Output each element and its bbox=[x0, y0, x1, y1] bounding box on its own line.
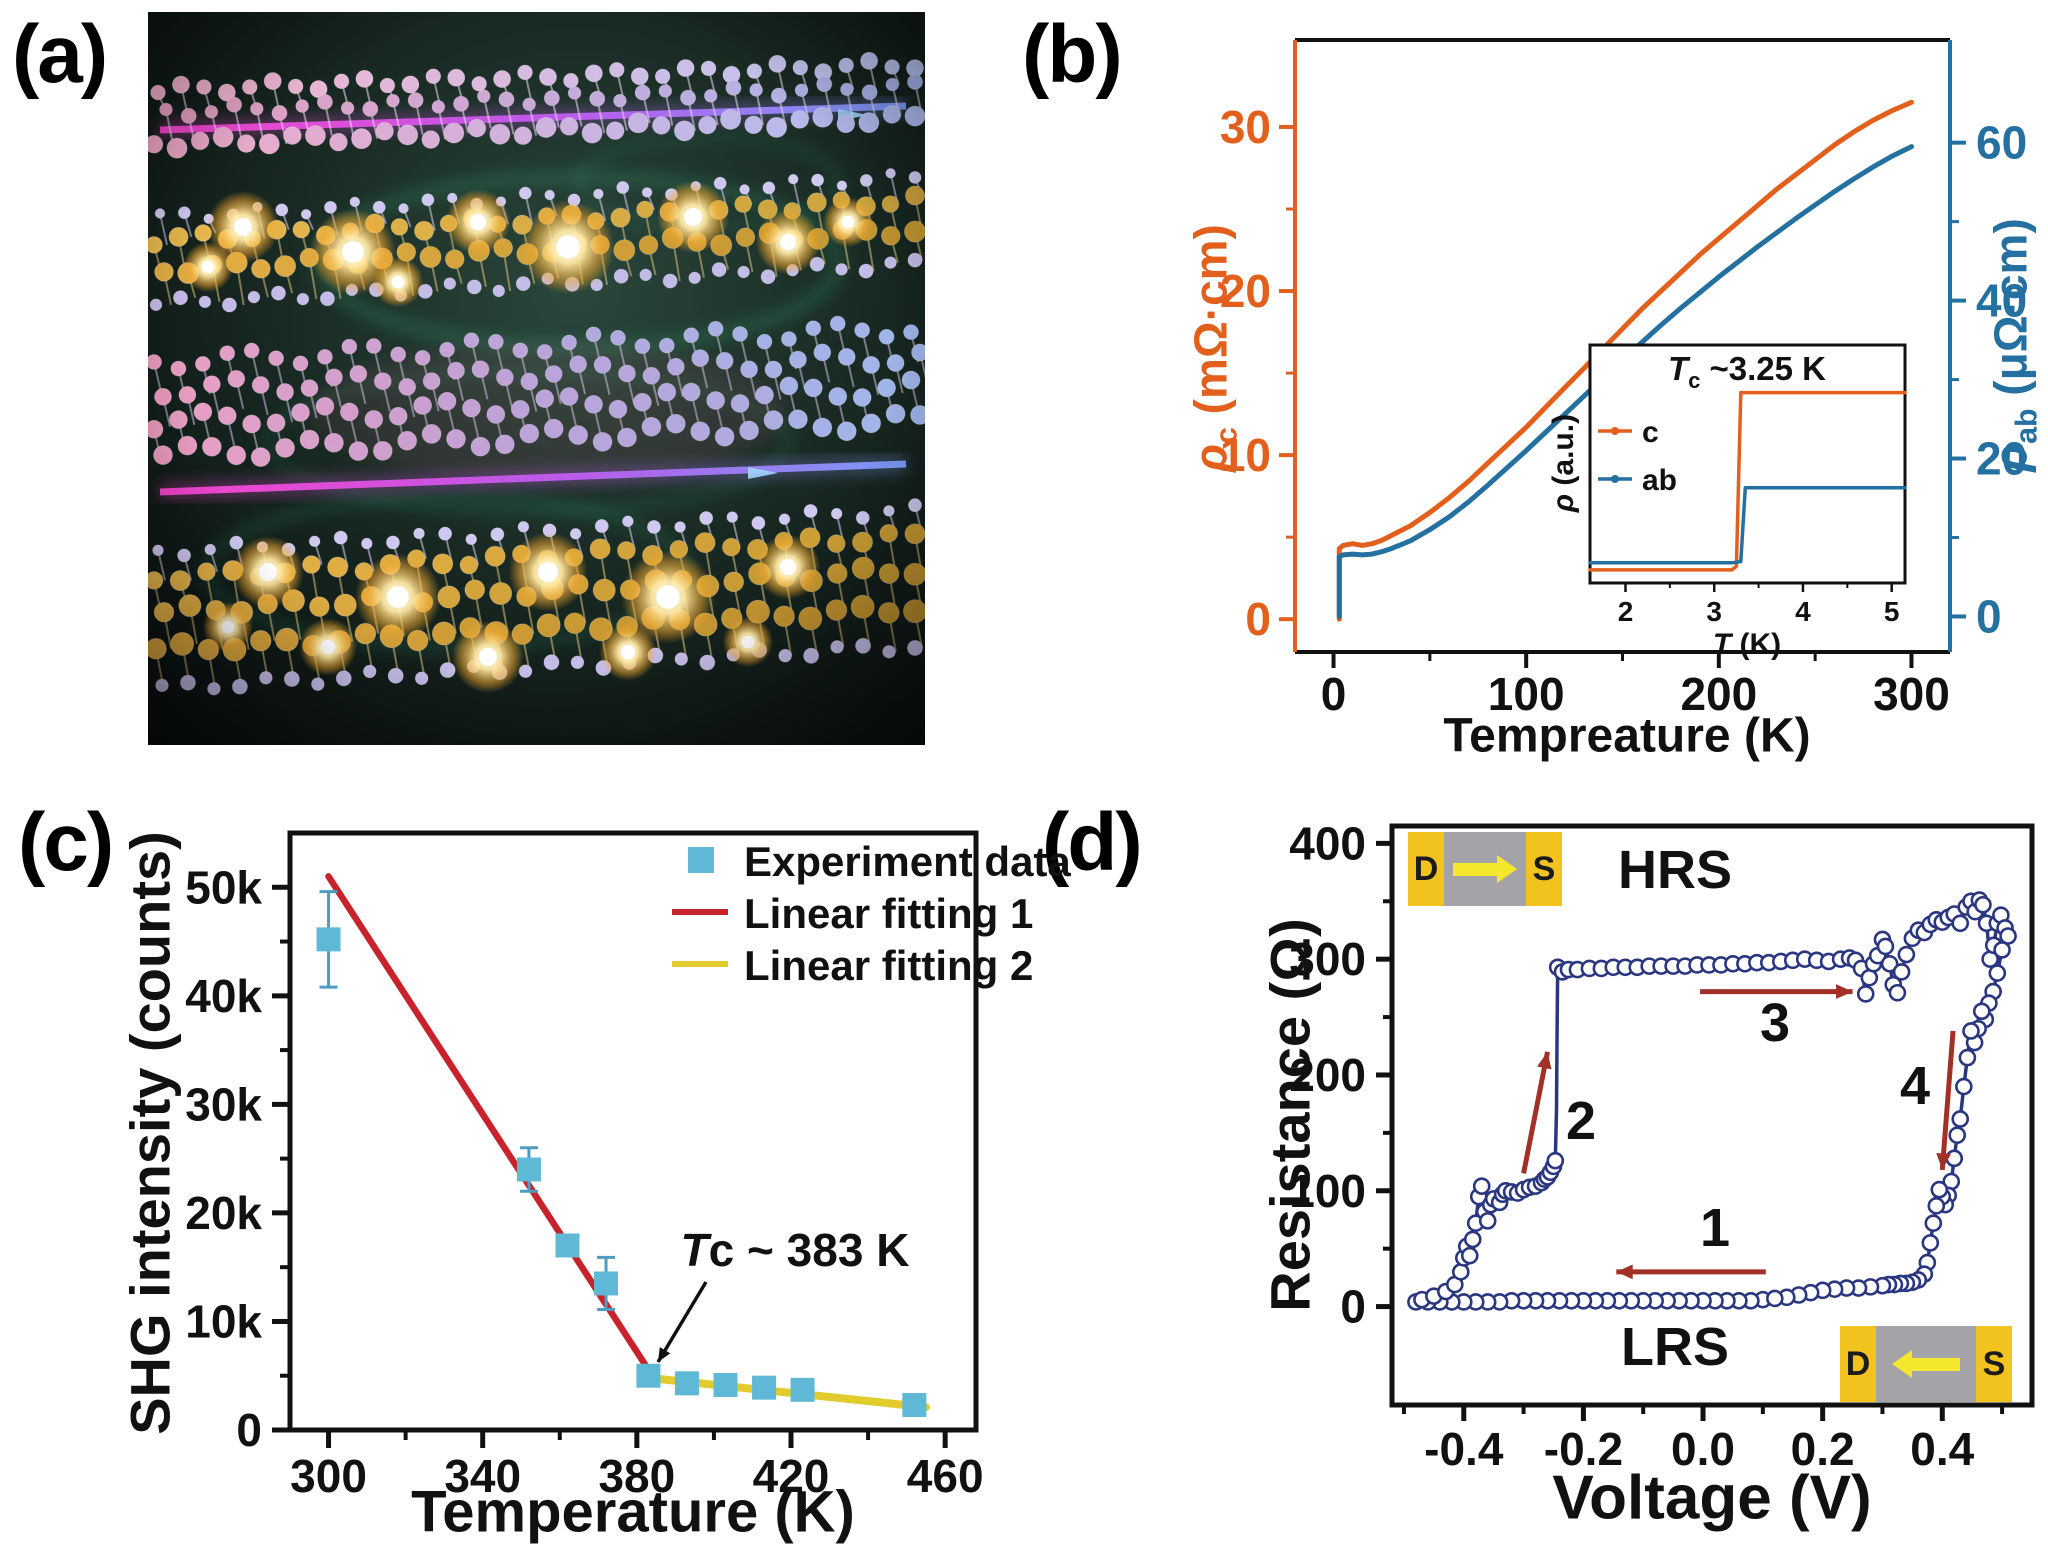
voltage-axis-title: Voltage (V) bbox=[1552, 1463, 1872, 1533]
svg-text:200: 200 bbox=[1680, 668, 1757, 720]
source-electrode: S bbox=[1526, 832, 1562, 906]
lrs-label: LRS bbox=[1621, 1317, 1729, 1377]
svg-text:300: 300 bbox=[1873, 668, 1950, 720]
panel-c-shg-chart: 300 340 380 420 460 0 10k 20k 30k 40k 50k SHG inte… bbox=[0, 760, 1071, 1552]
shg-chart-svg: 300 340 380 420 460 0 10k 20k 30k 40k 50k bbox=[185, 830, 984, 1502]
svg-text:4: 4 bbox=[1795, 596, 1811, 627]
svg-text:0: 0 bbox=[236, 1404, 262, 1456]
rho-c-axis-title: ρc (mΩ·cm) bbox=[1184, 224, 1244, 472]
panel-c-label: (c) bbox=[18, 797, 114, 888]
svg-text:0.2: 0.2 bbox=[1791, 1423, 1855, 1475]
hrs-label: HRS bbox=[1617, 840, 1733, 900]
panel-a-label: (a) bbox=[12, 9, 108, 100]
inset-t-axis-title: T (K) bbox=[1712, 628, 1782, 661]
legend-linear-fitting-1: Linear fitting 1 bbox=[744, 890, 1034, 937]
source-electrode: S bbox=[1976, 1326, 2012, 1402]
temperature-axis-title-c: Temperature (K) bbox=[411, 1479, 855, 1545]
legend-linear-fitting-2: Linear fitting 2 bbox=[744, 942, 1034, 989]
svg-text:0.0: 0.0 bbox=[1671, 1423, 1735, 1475]
svg-text:60: 60 bbox=[1976, 117, 2027, 169]
panel-d-label: (d) bbox=[1042, 797, 1143, 888]
svg-text:200: 200 bbox=[1289, 1049, 1366, 1101]
svg-text:300: 300 bbox=[1289, 933, 1366, 985]
svg-text:20: 20 bbox=[1976, 433, 2027, 485]
tc-383-annotation: Tc ~ 383 K bbox=[680, 1224, 910, 1276]
rv-chart-svg: -0.4 -0.2 0.0 0.2 0.4 0 100 200 300 400 bbox=[1289, 817, 2035, 1475]
temperature-axis-title: Tempreature (K) bbox=[1443, 709, 1811, 763]
svg-text:100: 100 bbox=[1488, 668, 1565, 720]
svg-text:420: 420 bbox=[753, 1450, 830, 1502]
svg-text:10k: 10k bbox=[185, 1295, 262, 1347]
current-arrow-left-icon bbox=[1892, 1350, 1960, 1378]
svg-text:0: 0 bbox=[1245, 593, 1271, 645]
device-inset-forward: D S bbox=[1408, 832, 1562, 906]
svg-text:460: 460 bbox=[907, 1450, 984, 1502]
resistance-axis-title: Resistance (Ω) bbox=[1258, 918, 1322, 1312]
device-inset-reverse: D S bbox=[1840, 1326, 2012, 1402]
inset-rho-axis-title: ρ (a.u.) bbox=[1547, 413, 1580, 513]
current-arrow-right-icon bbox=[1453, 855, 1517, 883]
svg-text:300: 300 bbox=[290, 1450, 367, 1502]
shg-axis-title: SHG intensity (counts) bbox=[118, 831, 182, 1435]
svg-text:0: 0 bbox=[1976, 590, 2002, 642]
svg-text:3: 3 bbox=[1706, 596, 1722, 627]
step-2-label: 2 bbox=[1565, 1091, 1597, 1151]
svg-text:5: 5 bbox=[1884, 596, 1900, 627]
panel-d-memristor-chart: -0.4 -0.2 0.0 0.2 0.4 0 100 200 300 400 Resistanc… bbox=[1100, 760, 2048, 1552]
drain-electrode: D bbox=[1840, 1326, 1876, 1402]
svg-text:40: 40 bbox=[1976, 275, 2027, 327]
svg-text:0: 0 bbox=[1340, 1281, 1366, 1333]
svg-text:400: 400 bbox=[1289, 817, 1366, 869]
inset-legend-c: c bbox=[1642, 416, 1659, 449]
channel-region bbox=[1444, 832, 1526, 906]
step-4-label: 4 bbox=[1899, 1056, 1931, 1116]
svg-text:2: 2 bbox=[1618, 596, 1634, 627]
crystal-structure-illustration bbox=[144, 12, 930, 745]
svg-text:100: 100 bbox=[1289, 1165, 1366, 1217]
legend-experiment-data: Experiment data bbox=[744, 838, 1071, 885]
svg-text:0.4: 0.4 bbox=[1910, 1423, 1974, 1475]
channel-region bbox=[1876, 1326, 1976, 1402]
svg-text:50k: 50k bbox=[185, 861, 262, 913]
svg-text:340: 340 bbox=[444, 1450, 521, 1502]
step-3-label: 3 bbox=[1759, 993, 1791, 1053]
svg-text:-0.2: -0.2 bbox=[1544, 1423, 1623, 1475]
svg-text:30k: 30k bbox=[185, 1078, 262, 1130]
svg-text:30: 30 bbox=[1220, 101, 1271, 153]
svg-text:40k: 40k bbox=[185, 970, 262, 1022]
drain-electrode: D bbox=[1408, 832, 1444, 906]
svg-text:380: 380 bbox=[598, 1450, 675, 1502]
svg-text:-0.4: -0.4 bbox=[1424, 1423, 1504, 1475]
step-1-label: 1 bbox=[1699, 1198, 1731, 1258]
panel-b-resistivity-chart: 0 100 200 300 0 10 20 30 0 20 40 60 2 3 4 5 ρc (mΩ·cm) … bbox=[1140, 0, 2048, 775]
svg-text:0: 0 bbox=[1321, 668, 1347, 720]
crystal-art-svg bbox=[144, 12, 930, 745]
inset-tc-title: Tc ~3.25 K bbox=[1668, 350, 1826, 393]
inset-legend-ab: ab bbox=[1642, 464, 1678, 497]
svg-text:20: 20 bbox=[1220, 265, 1271, 317]
rho-ab-axis-title: ρab (μΩ·cm) bbox=[1984, 218, 2044, 472]
svg-text:20k: 20k bbox=[185, 1187, 262, 1239]
svg-text:10: 10 bbox=[1220, 429, 1271, 481]
panel-b-label: (b) bbox=[1022, 9, 1123, 100]
